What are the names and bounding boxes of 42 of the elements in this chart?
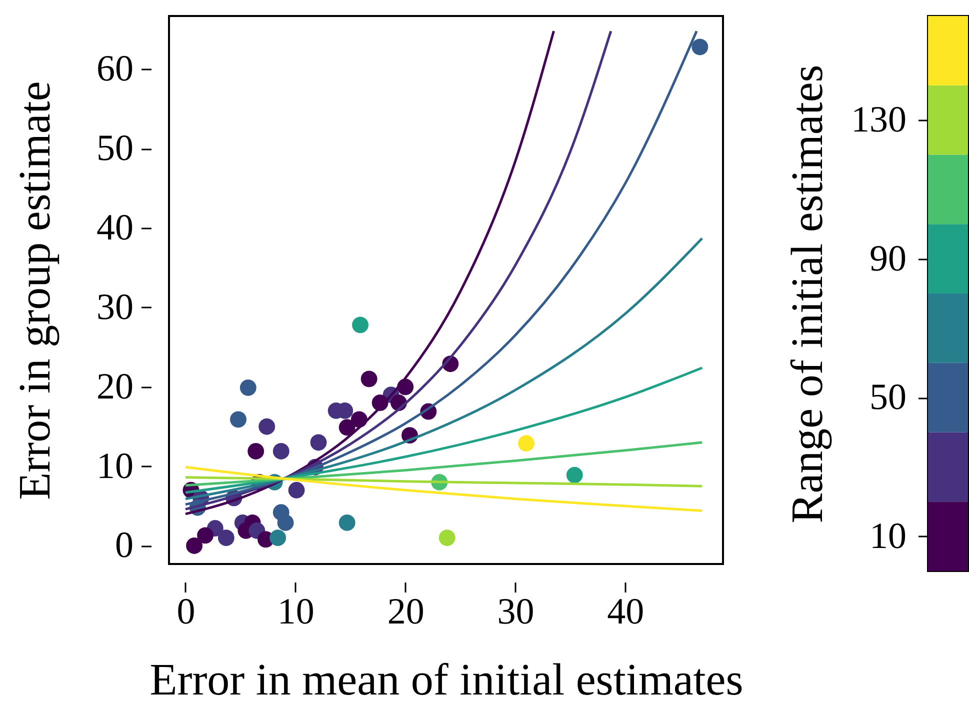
line-series bbox=[184, 466, 704, 512]
color-bar-label: 50 bbox=[870, 377, 906, 418]
y-tick-label: 30 bbox=[96, 286, 134, 328]
y-tick-label: 60 bbox=[96, 48, 134, 90]
point bbox=[338, 419, 356, 436]
point bbox=[186, 538, 202, 554]
point bbox=[288, 482, 305, 498]
color-bar-label: 90 bbox=[870, 238, 906, 280]
y-tick-label: 50 bbox=[96, 128, 134, 170]
point bbox=[566, 466, 583, 484]
point bbox=[360, 370, 378, 388]
point bbox=[270, 530, 286, 546]
x-tick-label: 0 bbox=[176, 592, 196, 632]
point bbox=[218, 530, 234, 546]
point bbox=[197, 527, 214, 544]
point bbox=[310, 434, 327, 451]
line-series bbox=[184, 237, 704, 500]
point bbox=[692, 38, 708, 56]
x-tick-label: 30 bbox=[497, 592, 534, 632]
color-bar-label: 130 bbox=[851, 100, 906, 141]
y-tick-label: 40 bbox=[96, 208, 134, 249]
x-tick-label: 10 bbox=[277, 592, 314, 632]
point bbox=[240, 379, 256, 396]
point bbox=[352, 316, 368, 334]
x-tick-label: 40 bbox=[607, 592, 644, 632]
point bbox=[277, 514, 294, 531]
x-axis-title: Error in mean of initial estimates bbox=[150, 654, 744, 704]
point bbox=[230, 411, 246, 428]
point bbox=[272, 443, 290, 460]
point bbox=[338, 514, 356, 531]
point bbox=[258, 418, 276, 435]
point bbox=[438, 530, 456, 546]
color-bar-label: 10 bbox=[870, 516, 906, 557]
color-bar-title: Range of initial estimates bbox=[782, 64, 832, 524]
y-axis-title: Error in group estimate bbox=[10, 81, 60, 500]
point bbox=[518, 435, 534, 452]
y-tick-label: 20 bbox=[96, 366, 134, 408]
x-tick-label: 20 bbox=[387, 592, 424, 632]
y-tick-label: 0 bbox=[115, 525, 134, 566]
line-series bbox=[184, 476, 704, 488]
y-tick-label: 10 bbox=[96, 446, 134, 487]
point bbox=[248, 443, 264, 460]
